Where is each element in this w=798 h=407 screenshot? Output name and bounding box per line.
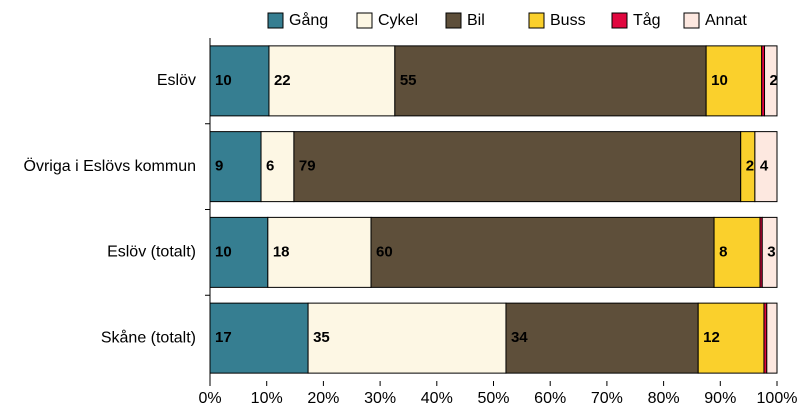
value-label: 22	[274, 72, 291, 89]
bar-segment	[764, 45, 778, 117]
x-tick-label: 10%	[251, 390, 283, 407]
legend-swatch	[528, 12, 545, 29]
x-tick-label: 60%	[534, 390, 566, 407]
legend-swatch	[683, 12, 700, 29]
value-label: 10	[711, 72, 728, 89]
bar-segment	[370, 216, 715, 288]
bar-segment	[293, 131, 742, 203]
value-label: 34	[511, 329, 528, 346]
value-label: 55	[400, 72, 417, 89]
x-tick-label: 50%	[477, 390, 509, 407]
bar-segment	[713, 216, 761, 288]
legend-label: Buss	[550, 12, 586, 29]
bar-segment	[394, 45, 707, 117]
bar-segment	[209, 45, 270, 117]
bar-segment	[766, 302, 778, 374]
value-label: 18	[273, 243, 290, 260]
bar-segment	[761, 216, 778, 288]
value-label: 8	[719, 243, 727, 260]
x-tick-label: 20%	[307, 390, 339, 407]
bar-segment	[209, 302, 309, 374]
x-tick-label: 70%	[591, 390, 623, 407]
value-label: 12	[703, 329, 720, 346]
legend-label: Gång	[289, 11, 328, 29]
y-tick-label: Skåne (totalt)	[101, 328, 196, 346]
x-tick-label: 0%	[198, 390, 221, 407]
x-tick-label: 30%	[364, 390, 396, 407]
value-label: 6	[266, 158, 274, 175]
value-label: 9	[215, 158, 223, 175]
value-label: 17	[215, 329, 232, 346]
value-label: 4	[760, 158, 769, 175]
x-tick-label: 100%	[757, 390, 798, 407]
x-tick-label: 40%	[421, 390, 453, 407]
bar-segment	[505, 302, 699, 374]
value-label: 79	[299, 158, 316, 175]
legend-swatch	[445, 12, 462, 29]
legend-swatch	[611, 12, 628, 29]
y-tick-label: Eslöv	[157, 72, 196, 89]
legend-swatch	[356, 12, 373, 29]
value-label: 35	[313, 329, 330, 346]
legend-label: Tåg	[633, 11, 661, 29]
x-tick-label: 90%	[704, 390, 736, 407]
bar-segment	[307, 302, 507, 374]
bar-segment	[754, 131, 778, 203]
value-label: 3	[767, 243, 775, 260]
bar-segment	[705, 45, 763, 117]
x-tick-label: 80%	[648, 390, 680, 407]
bar-segment	[697, 302, 765, 374]
value-label: 2	[770, 72, 778, 89]
bar-segment	[267, 216, 372, 288]
y-tick-label: Eslöv (totalt)	[107, 244, 196, 261]
value-label: 2	[746, 158, 754, 175]
legend-label: Bil	[467, 12, 485, 29]
value-label: 10	[215, 243, 232, 260]
legend-swatch	[267, 12, 284, 29]
bar-segment	[209, 216, 269, 288]
bar-segment	[260, 131, 295, 203]
bar-segment	[209, 131, 262, 203]
value-label: 10	[215, 72, 232, 89]
legend-label: Annat	[705, 12, 747, 29]
legend-label: Cykel	[378, 12, 418, 29]
y-tick-label: Övriga i Eslövs kommun	[24, 157, 197, 175]
value-label: 60	[376, 243, 393, 260]
